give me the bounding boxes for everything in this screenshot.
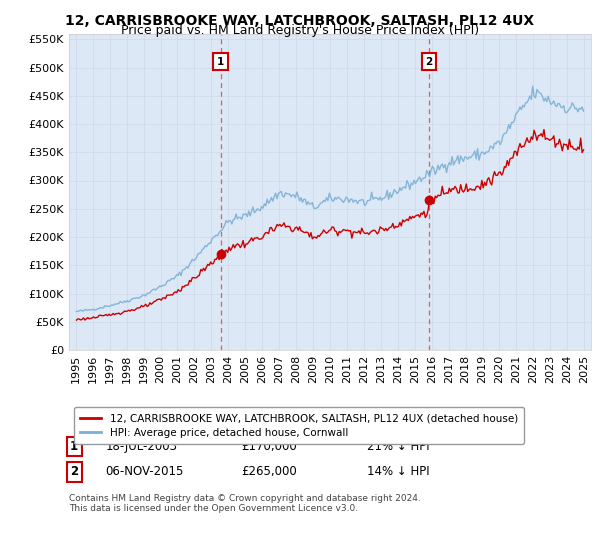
Text: 06-NOV-2015: 06-NOV-2015 xyxy=(106,465,184,478)
Text: 1: 1 xyxy=(70,440,78,453)
Text: 1: 1 xyxy=(217,57,224,67)
Text: Price paid vs. HM Land Registry's House Price Index (HPI): Price paid vs. HM Land Registry's House … xyxy=(121,24,479,37)
Legend: 12, CARRISBROOKE WAY, LATCHBROOK, SALTASH, PL12 4UX (detached house), HPI: Avera: 12, CARRISBROOKE WAY, LATCHBROOK, SALTAS… xyxy=(74,408,524,444)
Text: £265,000: £265,000 xyxy=(241,465,297,478)
Text: £170,000: £170,000 xyxy=(241,440,297,453)
Text: 2: 2 xyxy=(425,57,433,67)
Text: 21% ↓ HPI: 21% ↓ HPI xyxy=(367,440,429,453)
Text: Contains HM Land Registry data © Crown copyright and database right 2024.
This d: Contains HM Land Registry data © Crown c… xyxy=(69,494,421,514)
Text: 14% ↓ HPI: 14% ↓ HPI xyxy=(367,465,429,478)
Text: 18-JUL-2003: 18-JUL-2003 xyxy=(106,440,178,453)
Text: 12, CARRISBROOKE WAY, LATCHBROOK, SALTASH, PL12 4UX: 12, CARRISBROOKE WAY, LATCHBROOK, SALTAS… xyxy=(65,14,535,28)
Text: 2: 2 xyxy=(70,465,78,478)
